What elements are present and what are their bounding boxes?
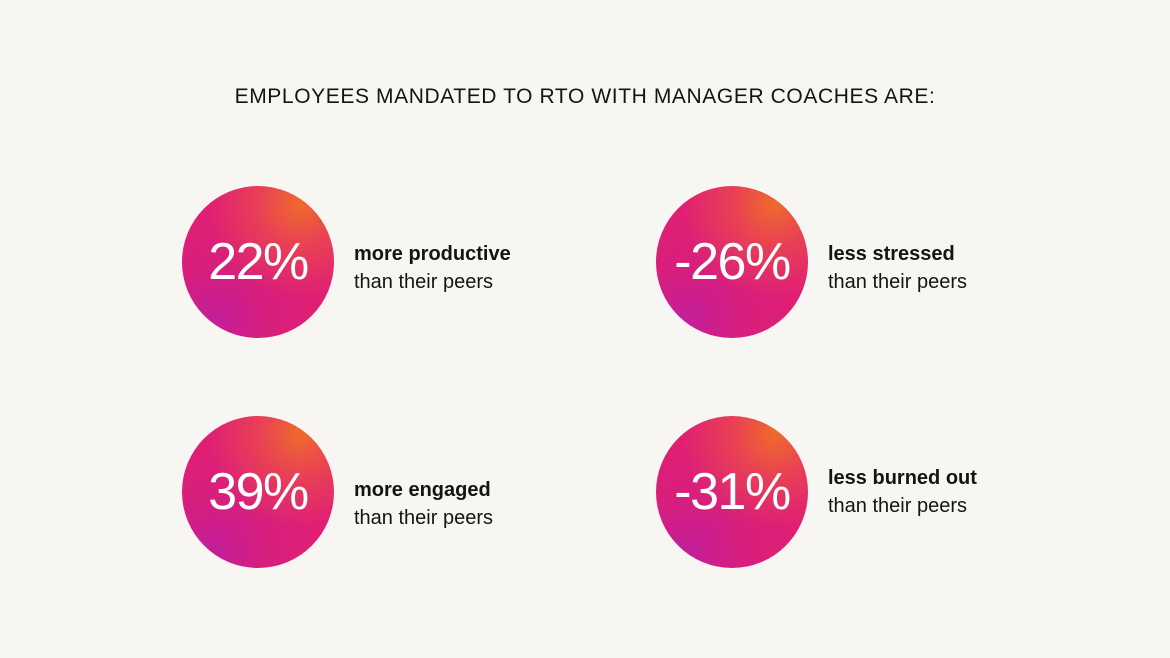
stat-value: -31% [674,463,791,521]
stat-label: less burned out [828,467,977,489]
stat-sublabel: than their peers [828,271,967,293]
stat-label: more productive [354,243,511,265]
stat-sublabel: than their peers [354,271,493,293]
stat-value: 39% [208,463,309,521]
stat-description: less stressed than their peers [828,240,967,296]
stat-circle: -26% [656,186,808,338]
stat-sublabel: than their peers [828,495,967,517]
stat-circle: 22% [182,186,334,338]
stat-value: 22% [208,233,309,291]
stat-description: less burned out than their peers [828,464,977,520]
stat-card-stressed: -26% less stressed than their peers [656,186,1076,338]
stat-card-engaged: 39% more engaged than their peers [182,416,602,568]
stat-label: less stressed [828,243,955,265]
stat-description: more engaged than their peers [354,476,493,532]
stat-value: -26% [674,233,791,291]
stat-card-productive: 22% more productive than their peers [182,186,602,338]
stat-circle: -31% [656,416,808,568]
stat-sublabel: than their peers [354,507,493,529]
stat-card-burned-out: -31% less burned out than their peers [656,416,1076,568]
stat-description: more productive than their peers [354,240,511,296]
stat-label: more engaged [354,479,491,501]
headline: EMPLOYEES MANDATED TO RTO WITH MANAGER C… [234,85,936,108]
stat-circle: 39% [182,416,334,568]
